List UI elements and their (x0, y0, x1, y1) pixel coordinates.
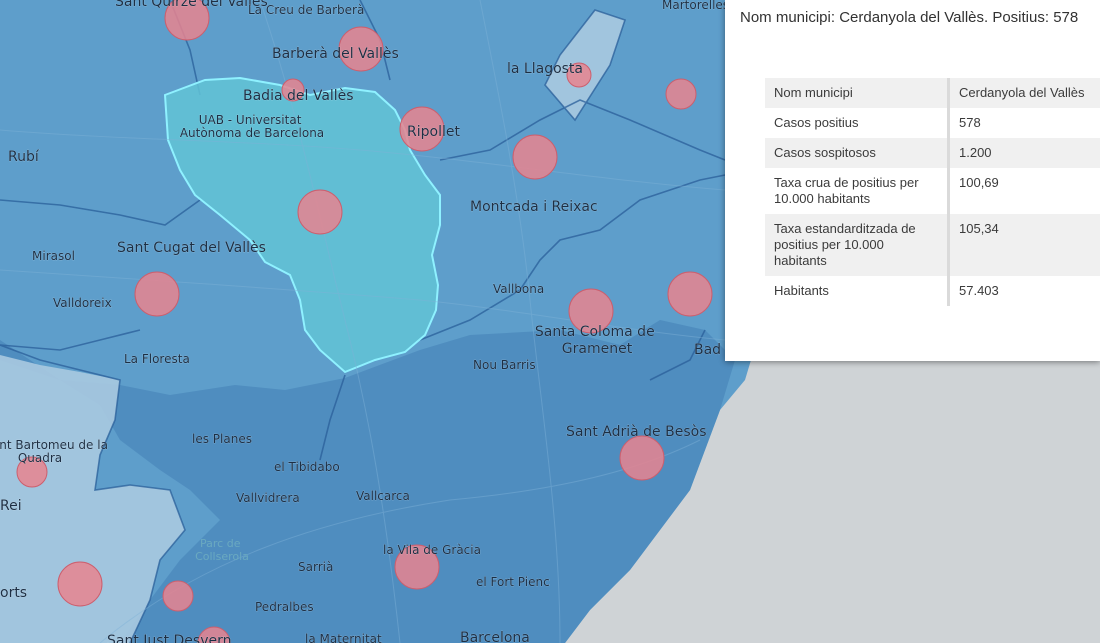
label-creu-barbera: La Creu de Barberà (248, 3, 364, 17)
attribute-row: Taxa crua de positius per 10.000 habitan… (765, 168, 1100, 214)
label-llagosta: la Llagosta (507, 61, 583, 77)
label-mirasol: Mirasol (32, 249, 75, 263)
label-nou-barris: Nou Barris (473, 358, 536, 372)
attribute-key: Casos positius (765, 108, 950, 138)
place-labels: Sant Quirze del Vallès La Creu de Barber… (0, 0, 729, 643)
label-montcada: Montcada i Reixac (470, 199, 598, 215)
circle-ripollet[interactable] (399, 106, 445, 152)
label-sant-adria: Sant Adrià de Besòs (566, 424, 707, 440)
circle-sant-adria[interactable] (619, 435, 665, 481)
circle-sant-bartomeu[interactable] (16, 456, 48, 488)
attribute-value: 1.200 (948, 138, 1100, 168)
label-orts: orts (0, 585, 27, 601)
attribute-key: Casos sospitosos (765, 138, 950, 168)
attribute-value: Cerdanyola del Vallès (948, 78, 1100, 108)
label-ripollet: Ripollet (407, 124, 460, 140)
attribute-key: Nom municipi (765, 78, 950, 108)
popup-title: Nom municipi: Cerdanyola del Vallès. Pos… (740, 9, 1079, 26)
label-vallbona: Vallbona (493, 282, 544, 296)
label-valldoreix: Valldoreix (53, 296, 112, 310)
circle-barbera[interactable] (338, 26, 384, 72)
attribute-value: 100,69 (948, 168, 1100, 214)
label-maternitat: la Maternitat (305, 632, 382, 643)
label-vallvidrera: Vallvidrera (236, 491, 300, 505)
circle-sant-quirze[interactable] (164, 0, 210, 41)
label-la-floresta: La Floresta (124, 352, 190, 366)
circle-esplugues[interactable] (162, 580, 194, 612)
municipal-boundaries (0, 0, 726, 643)
label-vila-gracia: la Vila de Gràcia (383, 543, 481, 557)
label-pedralbes: Pedralbes (255, 600, 314, 614)
attribute-value: 105,34 (948, 214, 1100, 276)
circle-east-1[interactable] (665, 78, 697, 110)
label-sant-just: Sant Just Desvern (107, 633, 231, 643)
label-sarria: Sarrià (298, 560, 333, 574)
circle-badia[interactable] (281, 78, 305, 102)
label-sant-cugat: Sant Cugat del Vallès (117, 240, 266, 256)
label-uab: UAB - Universitat Autònoma de Barcelona (180, 113, 324, 140)
label-les-planes: les Planes (192, 432, 252, 446)
attribute-value: 57.403 (948, 276, 1100, 306)
label-vallcarca: Vallcarca (356, 489, 410, 503)
attribute-row: Casos sospitosos 1.200 (765, 138, 1100, 168)
label-sant-bartomeu: Sant Bartomeu de la Quadra (0, 438, 112, 465)
label-sant-quirze: Sant Quirze del Vallès (115, 0, 268, 10)
label-barcelona: Barcelona (460, 630, 530, 643)
label-tibidabo: el Tibidabo (274, 460, 340, 474)
attribute-row: Casos positius 578 (765, 108, 1100, 138)
label-badia: Badia del Vallès (243, 88, 354, 104)
label-martorelles: Martorelles (662, 0, 729, 12)
label-barbera: Barberà del Vallès (272, 46, 399, 62)
attribute-row: Taxa estandarditzada de positius per 10.… (765, 214, 1100, 276)
label-parc-collserola: Parc de Collserola (195, 537, 249, 563)
circle-llagosta[interactable] (566, 62, 592, 88)
circle-montcada[interactable] (512, 134, 558, 180)
label-rei: Rei (0, 498, 22, 514)
circle-sant-cugat[interactable] (134, 271, 180, 317)
attribute-key: Taxa estandarditzada de positius per 10.… (765, 214, 950, 276)
label-rubi: Rubí (8, 149, 40, 165)
circle-badalona[interactable] (667, 271, 713, 317)
attribute-key: Habitants (765, 276, 950, 306)
barcelona-municipality (0, 320, 735, 643)
attribute-row: Nom municipi Cerdanyola del Vallès (765, 78, 1100, 108)
circle-barcelona[interactable] (394, 544, 440, 590)
attribute-key: Taxa crua de positius per 10.000 habitan… (765, 168, 950, 214)
attribute-row: Habitants 57.403 (765, 276, 1100, 306)
label-fort-pienc: el Fort Pienc (476, 575, 550, 589)
light-municipality-left (0, 355, 185, 643)
circle-left-south[interactable] (57, 561, 103, 607)
case-circles (16, 0, 713, 643)
label-santa-coloma: Santa Coloma de Gramenet (535, 324, 659, 357)
feature-popup[interactable]: Nom municipi: Cerdanyola del Vallès. Pos… (725, 0, 1100, 361)
popup-attribute-table: Nom municipi Cerdanyola del Vallès Casos p… (765, 78, 1100, 306)
circle-cerdanyola[interactable] (297, 189, 343, 235)
circle-santa-coloma[interactable] (568, 288, 614, 334)
label-badalona: Bad (694, 342, 721, 358)
attribute-value: 578 (948, 108, 1100, 138)
circle-sant-just[interactable] (197, 626, 231, 643)
